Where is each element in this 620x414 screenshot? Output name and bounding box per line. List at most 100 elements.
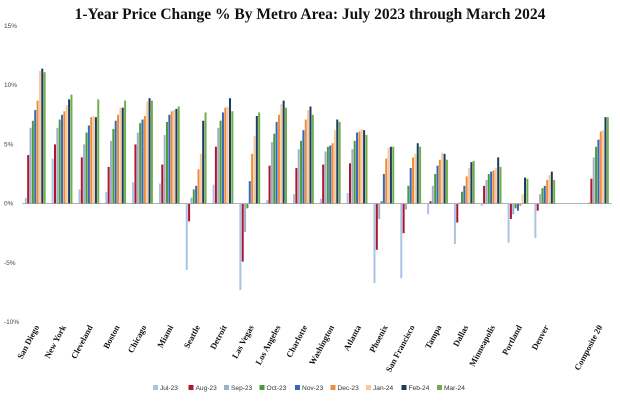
bar	[597, 139, 600, 204]
bar	[188, 203, 191, 222]
bar	[163, 134, 166, 204]
bar	[165, 121, 168, 204]
bar	[31, 120, 34, 204]
bar	[606, 117, 609, 204]
bar	[266, 200, 269, 204]
x-tick-label: San Diego	[15, 323, 41, 360]
bar	[248, 181, 251, 204]
bar	[338, 121, 341, 204]
bar	[385, 158, 388, 204]
bar	[516, 203, 519, 211]
bar	[497, 157, 500, 204]
bar	[378, 203, 381, 219]
bar	[70, 94, 73, 204]
bar	[380, 201, 383, 204]
bar	[246, 203, 249, 209]
bar	[414, 153, 417, 204]
legend-label: Mar-24	[444, 385, 465, 392]
bar	[387, 147, 390, 204]
bar	[553, 179, 556, 204]
bar	[492, 170, 495, 204]
bar	[27, 155, 30, 204]
bar	[229, 98, 232, 204]
bar	[429, 201, 432, 204]
bar	[185, 203, 188, 270]
y-tick-label: 5%	[4, 141, 14, 148]
bar	[94, 117, 97, 204]
bar	[277, 114, 280, 204]
bar	[38, 70, 41, 204]
bar	[382, 174, 385, 204]
bar	[472, 160, 475, 204]
bar	[407, 185, 410, 204]
y-tick-label: -5%	[4, 260, 16, 267]
bar	[404, 203, 407, 210]
bar	[132, 182, 135, 204]
bar	[61, 114, 64, 204]
bar	[512, 203, 515, 215]
bar	[90, 117, 93, 204]
bar	[419, 146, 422, 204]
bar	[177, 106, 180, 204]
bar	[434, 174, 437, 204]
bar	[253, 136, 256, 204]
x-tick-label: Miami	[155, 323, 176, 350]
bar	[219, 120, 222, 204]
bar	[351, 149, 354, 204]
x-tick-label: Minneapolis	[467, 323, 497, 368]
y-tick-label: 0%	[4, 201, 14, 208]
bar	[56, 127, 59, 204]
bar	[402, 203, 405, 234]
bar	[445, 159, 448, 204]
bar	[509, 203, 512, 219]
bar	[295, 168, 298, 204]
bar	[524, 177, 527, 204]
bar	[365, 134, 368, 204]
bar	[146, 101, 149, 204]
bar	[550, 171, 553, 204]
bar	[80, 157, 83, 204]
bar	[141, 119, 144, 204]
bar	[161, 164, 164, 204]
x-tick-label: Detroit	[208, 323, 229, 351]
bar	[251, 153, 254, 204]
bar	[65, 105, 68, 204]
bar	[170, 111, 173, 204]
bar	[441, 152, 444, 204]
bar	[526, 178, 529, 204]
x-tick-label: Seattle	[182, 323, 203, 350]
bar	[148, 98, 151, 204]
bar	[602, 130, 605, 204]
bar	[24, 197, 27, 204]
bar	[270, 142, 273, 204]
bar	[109, 140, 112, 204]
x-tick-label: Washington	[307, 323, 337, 367]
bar	[599, 131, 602, 204]
bar	[114, 120, 117, 204]
bar	[507, 203, 510, 243]
x-tick-label: San Francisco	[383, 323, 416, 373]
legend-swatch	[295, 385, 300, 390]
bar	[105, 191, 108, 204]
bar	[117, 114, 120, 204]
legend-label: Aug-23	[196, 385, 218, 392]
legend-swatch	[188, 385, 194, 390]
y-tick-label: -10%	[4, 319, 19, 326]
legend-swatch	[224, 385, 229, 390]
legend-swatch	[259, 385, 265, 390]
bar	[258, 112, 261, 204]
bar	[121, 107, 124, 204]
x-tick-label: New York	[42, 323, 68, 360]
legend-label: Jul-23	[160, 385, 178, 392]
bar	[465, 176, 468, 204]
bar	[392, 146, 395, 204]
x-tick-label: Chicago	[125, 323, 148, 354]
x-tick-label: Portland	[500, 323, 524, 357]
bar	[307, 110, 310, 204]
bar	[139, 123, 142, 204]
bar	[490, 171, 493, 204]
bar	[124, 100, 127, 204]
bar	[231, 111, 234, 204]
bar	[592, 157, 595, 204]
bar	[214, 146, 217, 204]
